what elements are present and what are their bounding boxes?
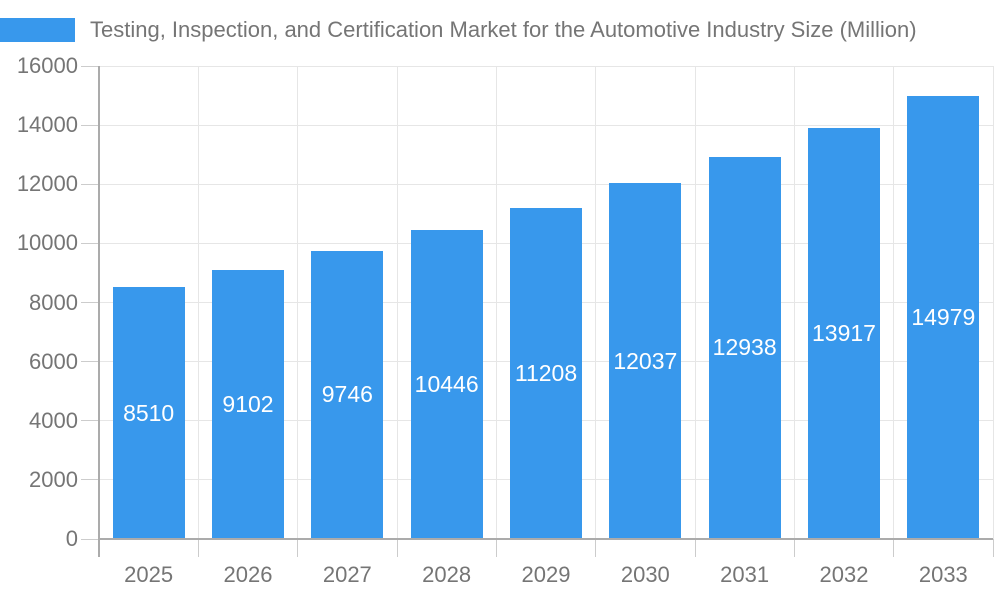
y-axis-tick — [81, 183, 99, 185]
gridline-vertical — [396, 66, 398, 539]
gridline-horizontal — [99, 65, 993, 67]
bar-value-label: 12938 — [712, 334, 777, 361]
bar: 14979 — [907, 96, 980, 539]
gridline-vertical — [893, 66, 895, 539]
y-axis-label: 8000 — [29, 289, 78, 315]
bar-value-label: 14979 — [911, 304, 976, 331]
y-axis-label: 16000 — [16, 53, 78, 78]
x-axis-label: 2033 — [918, 562, 968, 587]
y-axis-label: 2000 — [29, 466, 78, 492]
x-axis-label: 2031 — [720, 562, 770, 587]
gridline-vertical — [694, 66, 696, 539]
gridline-horizontal — [99, 183, 993, 185]
bar-value-label: 10446 — [414, 371, 479, 398]
gridline-vertical — [992, 66, 994, 539]
x-axis-label: 2026 — [223, 562, 273, 587]
x-axis-tick — [992, 539, 994, 557]
gridline-horizontal — [99, 124, 993, 126]
x-axis-tick — [495, 539, 497, 557]
x-axis-label: 2030 — [620, 562, 670, 587]
x-axis-tick — [197, 539, 199, 557]
y-axis-tick — [81, 420, 99, 422]
x-axis-tick — [694, 539, 696, 557]
y-axis-label: 0 — [65, 526, 78, 551]
gridline-vertical — [197, 66, 199, 539]
x-axis-tick — [595, 539, 597, 557]
x-axis-tick — [793, 539, 795, 557]
bar: 8510 — [112, 287, 185, 539]
y-axis-tick — [81, 538, 99, 540]
bar-value-label: 13917 — [812, 319, 876, 346]
x-axis-label: 2032 — [819, 562, 869, 587]
x-axis-label: 2028 — [422, 562, 472, 587]
y-axis-label: 10000 — [16, 230, 78, 256]
y-axis-label: 6000 — [29, 348, 78, 374]
bar-value-label: 8510 — [123, 399, 175, 426]
gridline-vertical — [793, 66, 795, 539]
x-axis-line — [99, 538, 993, 540]
x-axis-label: 2029 — [521, 562, 571, 587]
y-axis-tick — [81, 302, 99, 303]
x-axis-label: 2025 — [124, 562, 174, 587]
bar-value-label: 11208 — [514, 359, 578, 386]
x-axis-label: 2027 — [322, 562, 372, 587]
bar: 11208 — [510, 207, 582, 539]
bar-value-label: 9746 — [321, 381, 373, 408]
y-axis-line — [98, 66, 100, 557]
bar: 9746 — [311, 250, 384, 539]
gridline-vertical — [495, 66, 497, 539]
y-axis-tick — [81, 479, 99, 481]
bar-value-label: 9102 — [222, 390, 274, 417]
x-axis-tick — [297, 539, 299, 557]
legend[interactable]: Testing, Inspection, and Certification M… — [0, 17, 917, 43]
y-axis-tick — [81, 65, 99, 67]
bar: 12037 — [609, 183, 682, 539]
bar: 12938 — [708, 156, 781, 539]
bar-value-label: 12037 — [613, 347, 678, 374]
y-axis-tick — [81, 361, 99, 363]
bar: 10446 — [410, 230, 483, 539]
legend-swatch — [0, 18, 75, 42]
y-axis-label: 14000 — [16, 112, 78, 138]
y-axis-label: 4000 — [29, 407, 78, 433]
gridline-vertical — [595, 66, 597, 539]
bar: 9102 — [212, 269, 284, 539]
gridline-vertical — [297, 66, 299, 539]
y-axis-tick — [81, 242, 99, 244]
bar: 13917 — [808, 127, 880, 539]
x-axis-tick — [893, 539, 895, 557]
y-axis-label: 12000 — [16, 171, 78, 197]
x-axis-tick — [396, 539, 398, 557]
legend-series-label: Testing, Inspection, and Certification M… — [90, 17, 917, 42]
y-axis-tick — [81, 124, 99, 126]
